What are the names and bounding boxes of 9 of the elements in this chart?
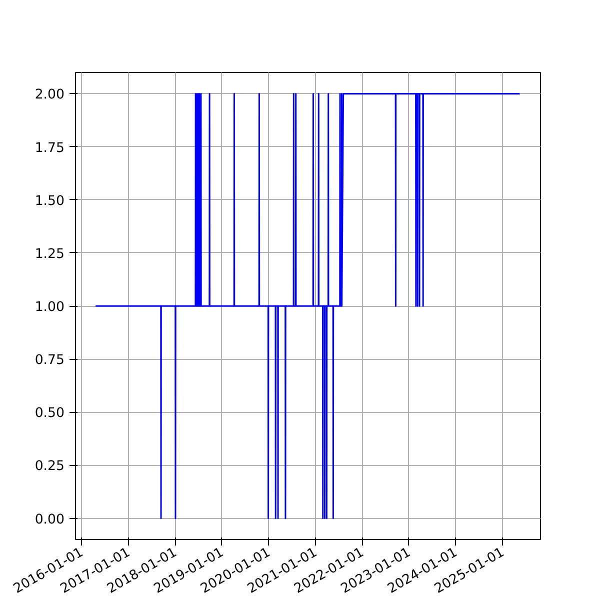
y-tick-label: 2.00 (34, 88, 65, 103)
y-tick-label: 0.50 (34, 406, 65, 422)
y-tick-label: 1.00 (34, 300, 65, 315)
y-tick-label: 0.75 (34, 353, 65, 368)
y-tick-label: 1.25 (34, 246, 65, 262)
y-tick-label: 0.00 (34, 512, 65, 528)
y-tick-label: 1.50 (34, 194, 65, 209)
y-tick-label: 1.75 (34, 140, 65, 156)
y-tick-label: 0.25 (34, 459, 65, 474)
